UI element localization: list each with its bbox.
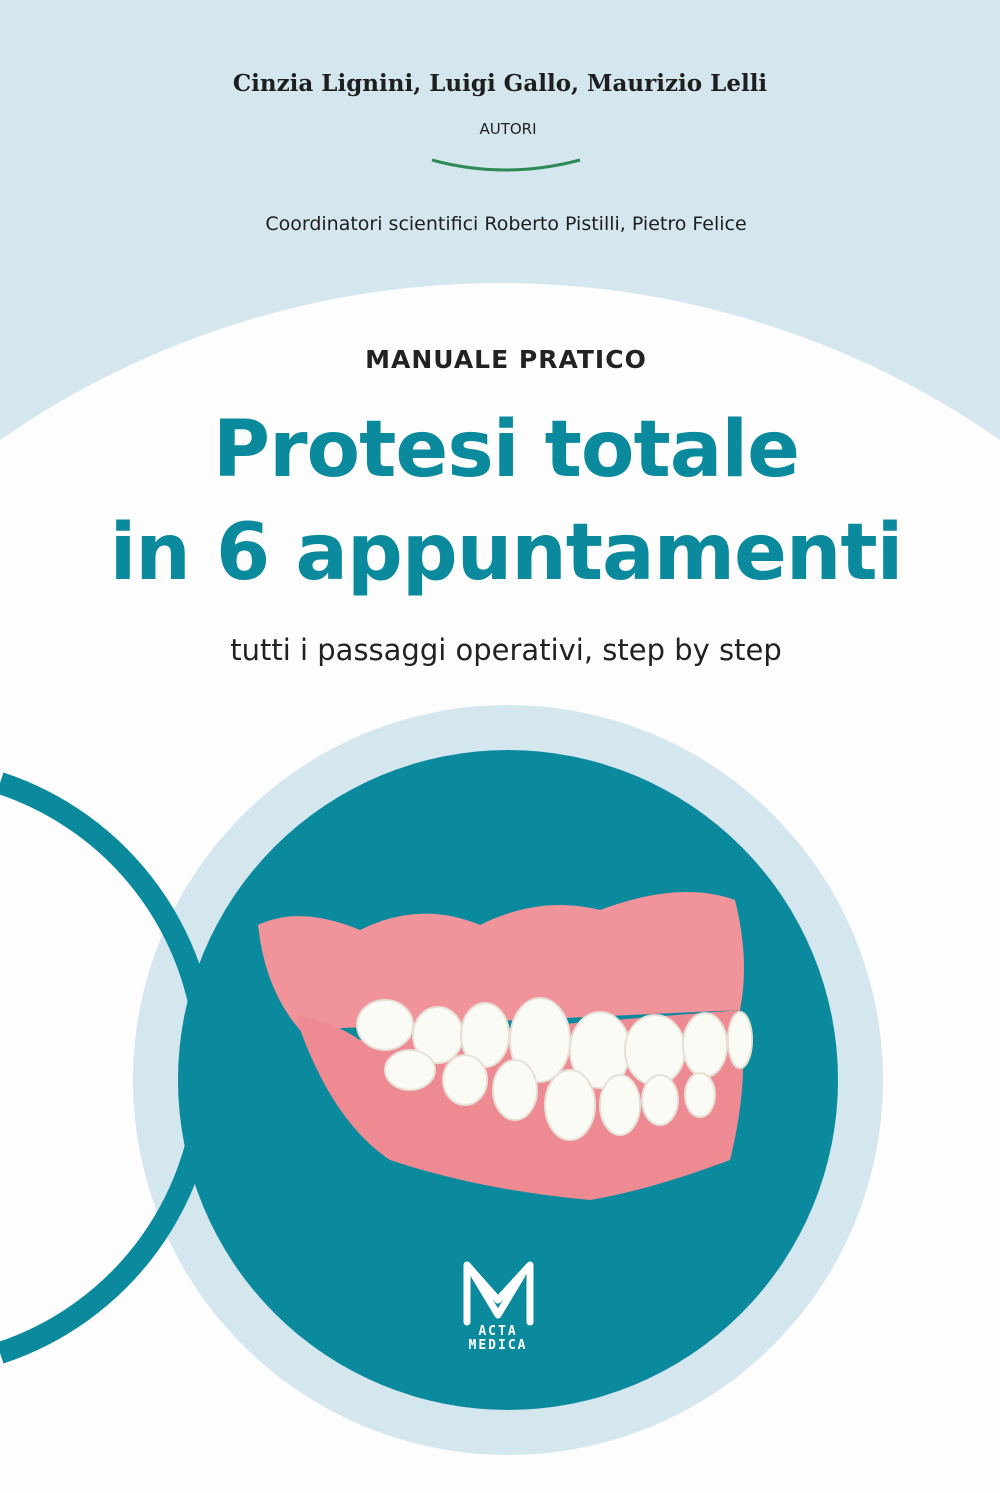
kicker: MANUALE PRATICO [365,345,647,374]
title-line-1: Protesi totale [212,405,800,495]
publisher-line-2: MEDICA [468,1338,528,1353]
authors-label: AUTORI [479,120,537,138]
title-line-2: in 6 appuntamenti [109,508,904,598]
denture-image [258,892,753,1200]
coordinators: Coordinatori scientifici Roberto Pistill… [265,213,747,235]
acta-medica-logo-icon [463,1261,534,1326]
publisher-logo-text: ACTA MEDICA [448,1325,548,1353]
publisher-line-1: ACTA [478,1324,518,1339]
decorative-swoosh [431,158,581,172]
authors: Cinzia Lignini, Luigi Gallo, Maurizio Le… [232,70,768,97]
subtitle: tutti i passaggi operativi, step by step [230,633,782,667]
